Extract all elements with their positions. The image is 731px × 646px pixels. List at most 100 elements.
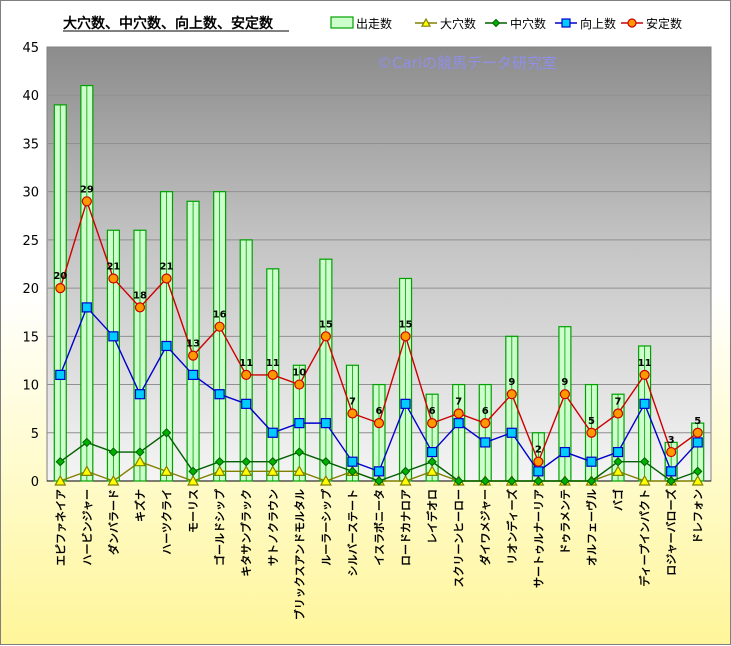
data-label: 6 xyxy=(429,406,436,417)
square-marker xyxy=(506,427,517,438)
diamond-marker xyxy=(294,447,305,457)
legend-label: 出走数 xyxy=(356,16,392,31)
square-marker xyxy=(320,418,331,429)
y-tick-label: 25 xyxy=(22,234,39,249)
x-tick-label: ダンバラード xyxy=(106,489,120,555)
diamond-marker xyxy=(613,457,623,467)
data-label: 20 xyxy=(53,271,67,282)
x-tick-label: ダイワメジャー xyxy=(478,489,492,565)
data-label: 11 xyxy=(638,358,652,369)
x-tick-label: スクリーンヒーロー xyxy=(453,489,466,587)
diamond-marker xyxy=(480,476,490,486)
square-marker xyxy=(55,369,66,381)
data-label: 5 xyxy=(588,416,595,427)
diamond-marker xyxy=(347,466,358,477)
diamond-marker xyxy=(135,447,145,457)
square-marker xyxy=(81,302,92,313)
circle-marker xyxy=(55,283,66,294)
circle-marker xyxy=(214,321,225,332)
x-tick-label: リオンディーズ xyxy=(505,489,519,565)
data-label: 6 xyxy=(482,406,489,417)
diamond-marker xyxy=(321,457,331,467)
data-label: 3 xyxy=(668,435,675,446)
triangle-marker xyxy=(266,465,279,476)
triangle-marker xyxy=(420,17,432,27)
circle-marker xyxy=(627,18,637,28)
legend-swatch-bar xyxy=(330,16,354,29)
diamond-marker xyxy=(161,428,172,438)
square-marker xyxy=(347,456,358,467)
diamond-marker xyxy=(639,457,650,467)
circle-marker xyxy=(241,369,252,381)
triangle-marker xyxy=(187,474,200,486)
y-tick-label: 20 xyxy=(22,282,39,297)
data-label: 5 xyxy=(694,416,701,427)
circle-marker xyxy=(267,369,278,381)
triangle-marker xyxy=(691,474,704,486)
diamond-marker xyxy=(693,466,703,477)
circle-marker xyxy=(586,427,597,438)
x-tick-label: ブリックスアンドモルタル xyxy=(292,489,306,620)
square-marker xyxy=(161,340,172,352)
data-label: 21 xyxy=(106,261,120,272)
x-tick-label: ハーツクライ xyxy=(161,489,174,555)
x-tick-label: ドゥラメンテ xyxy=(559,489,572,555)
circle-marker xyxy=(533,456,544,467)
diamond-marker xyxy=(214,457,225,467)
diamond-marker xyxy=(507,476,517,486)
circle-marker xyxy=(320,331,331,342)
diamond-marker xyxy=(108,447,119,457)
circle-marker xyxy=(81,196,92,207)
x-tick-label: ロジャーバローズ xyxy=(664,489,678,576)
diamond-marker xyxy=(241,457,251,467)
diamond-marker xyxy=(427,457,437,467)
diamond-marker xyxy=(374,476,384,486)
circle-marker xyxy=(453,408,464,419)
circle-marker xyxy=(134,302,146,313)
circle-marker xyxy=(294,379,305,390)
square-marker xyxy=(453,418,464,429)
x-tick-label: ルーラーシップ xyxy=(319,488,333,566)
circle-marker xyxy=(559,389,571,400)
data-label: 16 xyxy=(213,310,227,321)
x-tick-label: モーリス xyxy=(187,489,200,533)
square-marker xyxy=(639,398,650,409)
x-axis: エピファネイア ハービンジャー ダンバラード キズナ ハーツクライ モーリス ゴールドシップ… xyxy=(54,488,704,620)
data-label: 11 xyxy=(266,358,280,369)
square-marker xyxy=(108,331,119,342)
diamond-marker xyxy=(491,18,501,28)
triangle-marker xyxy=(612,465,625,476)
diamond-marker xyxy=(400,466,411,477)
diamond-marker xyxy=(533,476,544,486)
square-marker xyxy=(427,446,438,458)
x-tick-label: エピファネイア xyxy=(54,489,67,566)
data-label: 7 xyxy=(349,396,356,407)
y-tick-label: 35 xyxy=(22,137,39,152)
circle-marker xyxy=(612,408,624,419)
data-label: 15 xyxy=(399,319,413,330)
circle-marker xyxy=(187,350,199,361)
triangle-marker xyxy=(240,465,253,476)
square-marker xyxy=(214,389,225,400)
circle-marker xyxy=(161,273,172,284)
legend-label: 安定数 xyxy=(646,16,682,31)
square-marker xyxy=(373,466,385,477)
x-tick-label: オルフェーヴル xyxy=(584,489,598,566)
x-tick-label: レイデオロ xyxy=(425,489,439,544)
x-tick-label: ロードカナロア xyxy=(400,489,413,566)
square-marker xyxy=(294,418,305,429)
square-marker xyxy=(612,446,624,458)
diamond-marker xyxy=(82,437,92,448)
data-label: 6 xyxy=(376,406,383,417)
legend-label: 中穴数 xyxy=(510,16,546,31)
square-marker xyxy=(559,446,571,458)
legend-label: 向上数 xyxy=(580,16,616,31)
data-label: 9 xyxy=(561,377,568,388)
data-label: 10 xyxy=(292,368,306,379)
data-label: 9 xyxy=(508,377,515,388)
triangle-marker xyxy=(107,474,120,486)
diamond-marker xyxy=(268,457,278,467)
x-tick-label: キタサンブラック xyxy=(239,489,253,577)
